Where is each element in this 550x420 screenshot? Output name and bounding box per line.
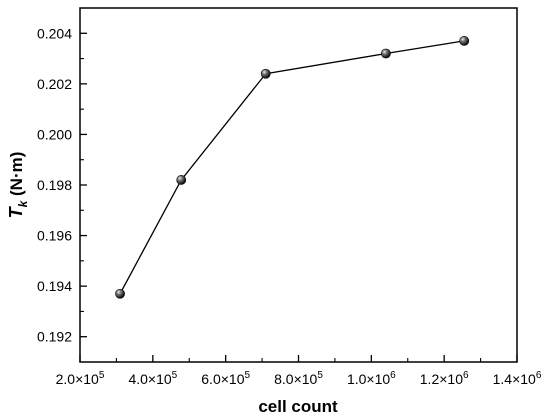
- series-line: [119, 40, 465, 295]
- data-point: [459, 35, 470, 46]
- data-point: [176, 175, 187, 185]
- y-axis-title: Tk (N·m): [6, 152, 30, 219]
- y-tick-label: 0.196: [37, 228, 72, 244]
- x-axis-ticks: 2.0×105 4.0×105 6.0×105 8.0×105 1.0×106 1.2×1…: [56, 355, 542, 387]
- x-tick-label: 1.2×106: [420, 370, 469, 387]
- y-tick-label: 0.204: [37, 25, 72, 41]
- y-tick-label: 0.202: [37, 76, 72, 92]
- x-tick-label: 8.0×105: [274, 370, 323, 387]
- y-axis-ticks: 0.192 0.194 0.196 0.198 0.200 0.202 0.204: [37, 25, 87, 345]
- data-point: [260, 68, 271, 79]
- series-group: [115, 35, 470, 299]
- x-tick-label: 4.0×105: [128, 370, 177, 387]
- data-point: [115, 288, 125, 299]
- y-tick-label: 0.192: [37, 329, 72, 345]
- x-tick-label: 1.4×106: [493, 370, 542, 387]
- x-tick-label: 2.0×105: [56, 370, 105, 387]
- x-tick-label: 1.0×106: [347, 370, 396, 387]
- plot-frame: [79, 7, 518, 363]
- x-tick-label: 6.0×105: [201, 370, 250, 387]
- y-tick-label: 0.200: [37, 126, 72, 142]
- y-tick-label: 0.194: [37, 278, 72, 294]
- y-tick-label: 0.198: [37, 177, 72, 193]
- x-axis-title: cell count: [258, 397, 338, 416]
- data-point: [380, 48, 391, 59]
